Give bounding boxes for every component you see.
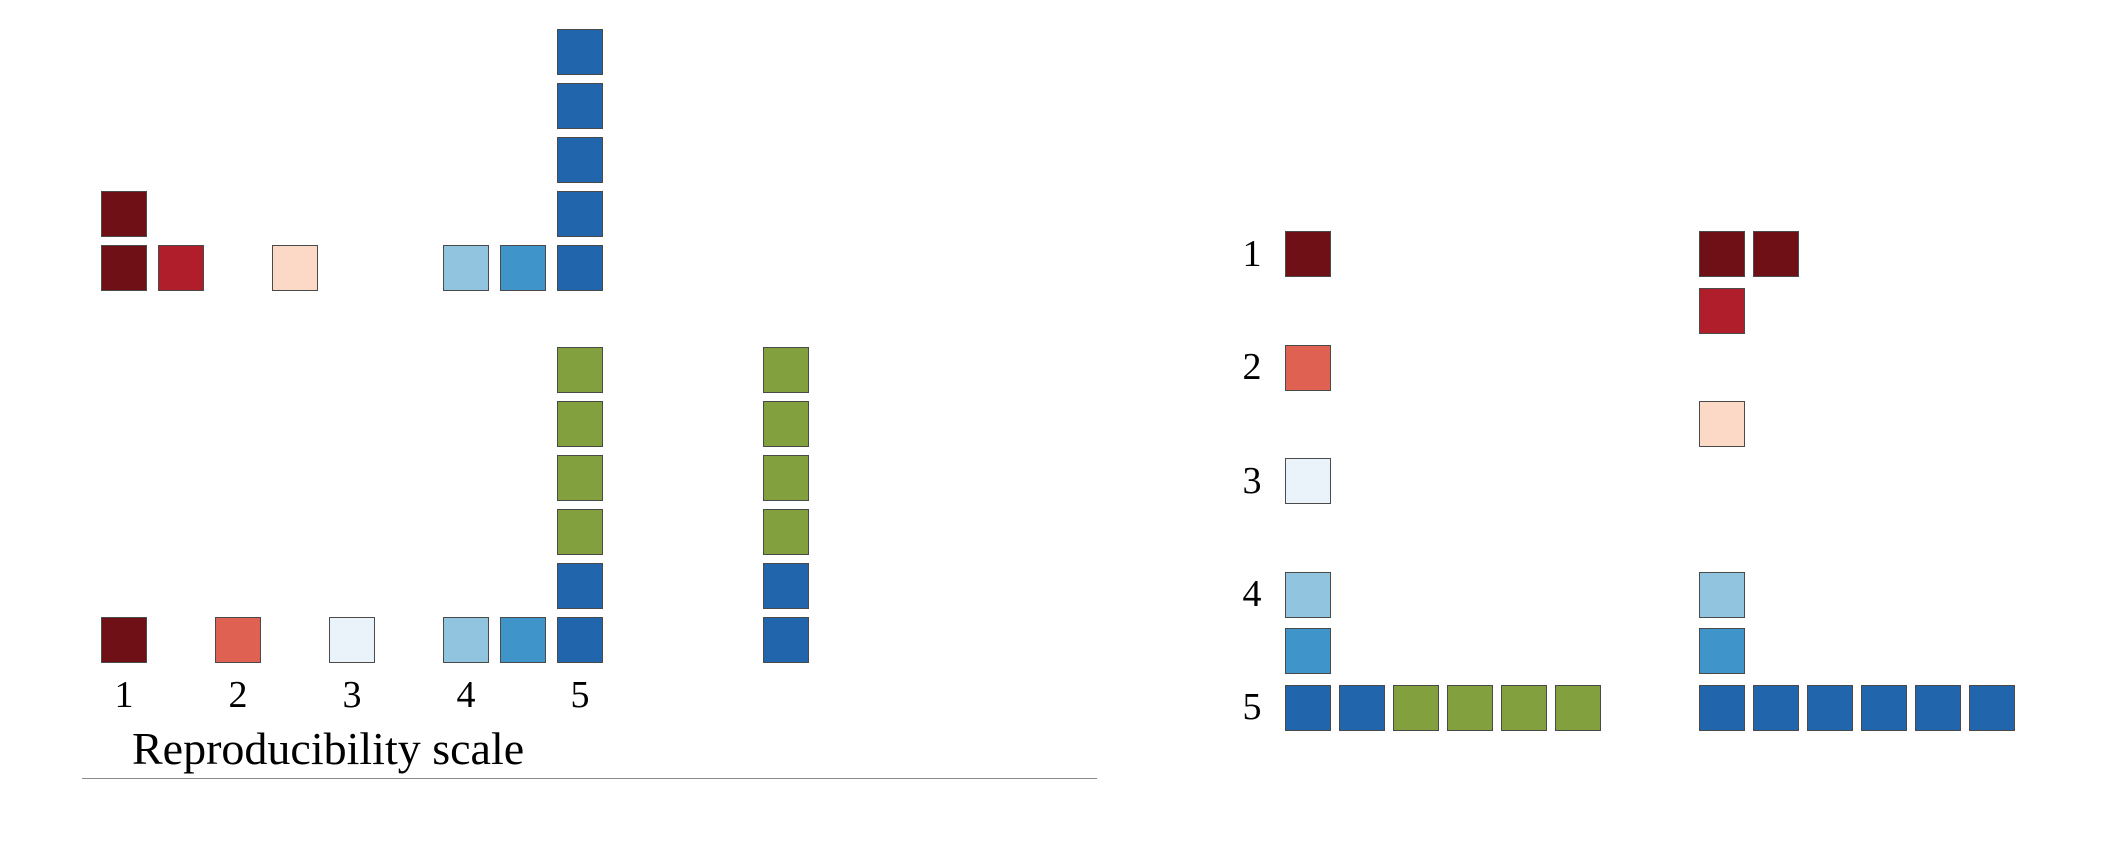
top-group-square (443, 245, 489, 291)
legend-square-3 (1285, 458, 1331, 504)
row-label-5: 5 (1242, 686, 1262, 728)
group-b-square (1699, 401, 1745, 447)
group-b-square (1753, 231, 1799, 277)
legend-square-1 (1285, 231, 1331, 277)
group-b-square (1699, 288, 1745, 334)
bottom-group-square (763, 617, 809, 663)
axis-title: Reproducibility scale (132, 723, 525, 774)
top-group-square (557, 83, 603, 129)
bottom-group-square (557, 617, 603, 663)
top-group-square (557, 191, 603, 237)
legend-row5-square (1447, 685, 1493, 731)
bottom-group-square (763, 455, 809, 501)
group-b-square (1969, 685, 2015, 731)
legend-row5-square (1555, 685, 1601, 731)
top-group-square (101, 245, 147, 291)
row-label-1: 1 (1242, 233, 1262, 275)
group-b-square (1699, 685, 1745, 731)
bottom-group-square (557, 509, 603, 555)
scale-label-1: 1 (114, 674, 134, 716)
row-label-2: 2 (1242, 346, 1262, 388)
group-b-square (1699, 572, 1745, 618)
scale-label-5: 5 (570, 674, 590, 716)
legend-row5-square (1339, 685, 1385, 731)
bottom-group-square (763, 563, 809, 609)
group-b-square (1753, 685, 1799, 731)
bottom-group-square (329, 617, 375, 663)
top-group-square (500, 245, 546, 291)
group-b-square (1699, 628, 1745, 674)
bottom-group-square (500, 617, 546, 663)
group-b-square (1915, 685, 1961, 731)
row-label-4: 4 (1242, 573, 1262, 615)
top-group-square (158, 245, 204, 291)
group-b-square (1807, 685, 1853, 731)
group-b-square (1699, 231, 1745, 277)
top-group-square (557, 29, 603, 75)
top-group-square (272, 245, 318, 291)
bottom-group-square (215, 617, 261, 663)
legend-square-2 (1285, 345, 1331, 391)
axis-baseline (82, 778, 1097, 779)
bottom-group-square (101, 617, 147, 663)
top-group-square (101, 191, 147, 237)
bottom-group-square (557, 347, 603, 393)
bottom-group-square (557, 455, 603, 501)
legend-square-4.5 (1285, 628, 1331, 674)
scale-label-2: 2 (228, 674, 248, 716)
legend-row5-square (1393, 685, 1439, 731)
top-group-square (557, 245, 603, 291)
bottom-group-square (443, 617, 489, 663)
group-b-square (1861, 685, 1907, 731)
legend-square-4 (1285, 572, 1331, 618)
legend-square-5 (1285, 685, 1331, 731)
bottom-group-square (557, 401, 603, 447)
legend-row5-square (1501, 685, 1547, 731)
bottom-group-square (557, 563, 603, 609)
scale-label-3: 3 (342, 674, 362, 716)
row-label-3: 3 (1242, 460, 1262, 502)
bottom-group-square (763, 401, 809, 447)
bottom-group-square (763, 347, 809, 393)
top-group-square (557, 137, 603, 183)
bottom-group-square (763, 509, 809, 555)
scale-label-4: 4 (456, 674, 476, 716)
